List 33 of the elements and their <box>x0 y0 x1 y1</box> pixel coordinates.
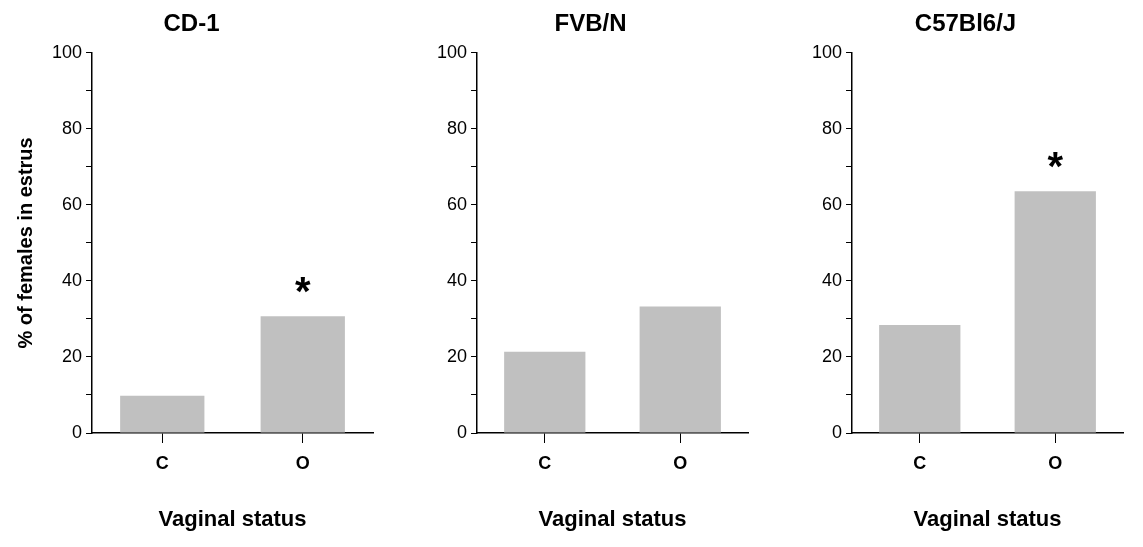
y-tick-label: 0 <box>72 421 83 442</box>
chart-title: C57Bl6/J <box>914 9 1017 37</box>
y-tick-label: 60 <box>447 193 468 214</box>
y-tick-label: 40 <box>62 269 83 290</box>
y-tick-label: 40 <box>822 269 843 290</box>
y-tick-label: 100 <box>811 41 843 62</box>
annotation: * <box>1047 144 1064 189</box>
y-tick-label: 100 <box>51 41 83 62</box>
y-tick-label: 80 <box>447 117 468 138</box>
y-tick-label: 20 <box>822 345 843 366</box>
y-tick-label: 20 <box>447 345 468 366</box>
annotation: * <box>294 269 311 314</box>
x-tick-label: C <box>538 452 552 473</box>
x-tick-label: C <box>913 452 927 473</box>
y-axis-title: % of females in estrus <box>13 137 36 349</box>
x-tick-label: C <box>155 452 169 473</box>
x-axis-title: Vaginal status <box>538 505 687 531</box>
y-tick-label: 0 <box>457 421 468 442</box>
y-tick-label: 20 <box>62 345 83 366</box>
y-tick-label: 80 <box>62 117 83 138</box>
chart-title: CD-1 <box>163 9 220 37</box>
y-tick-label: 100 <box>436 41 468 62</box>
y-tick-label: 40 <box>447 269 468 290</box>
y-tick-label: 80 <box>822 117 843 138</box>
y-tick-label: 0 <box>832 421 843 442</box>
chart-title: FVB/N <box>554 9 627 37</box>
x-axis-title: Vaginal status <box>158 505 307 531</box>
y-tick-label: 60 <box>822 193 843 214</box>
x-axis-title: Vaginal status <box>913 505 1062 531</box>
x-tick-label: O <box>295 452 310 473</box>
x-tick-label: O <box>1048 452 1063 473</box>
x-tick-label: O <box>673 452 688 473</box>
y-tick-label: 60 <box>62 193 83 214</box>
